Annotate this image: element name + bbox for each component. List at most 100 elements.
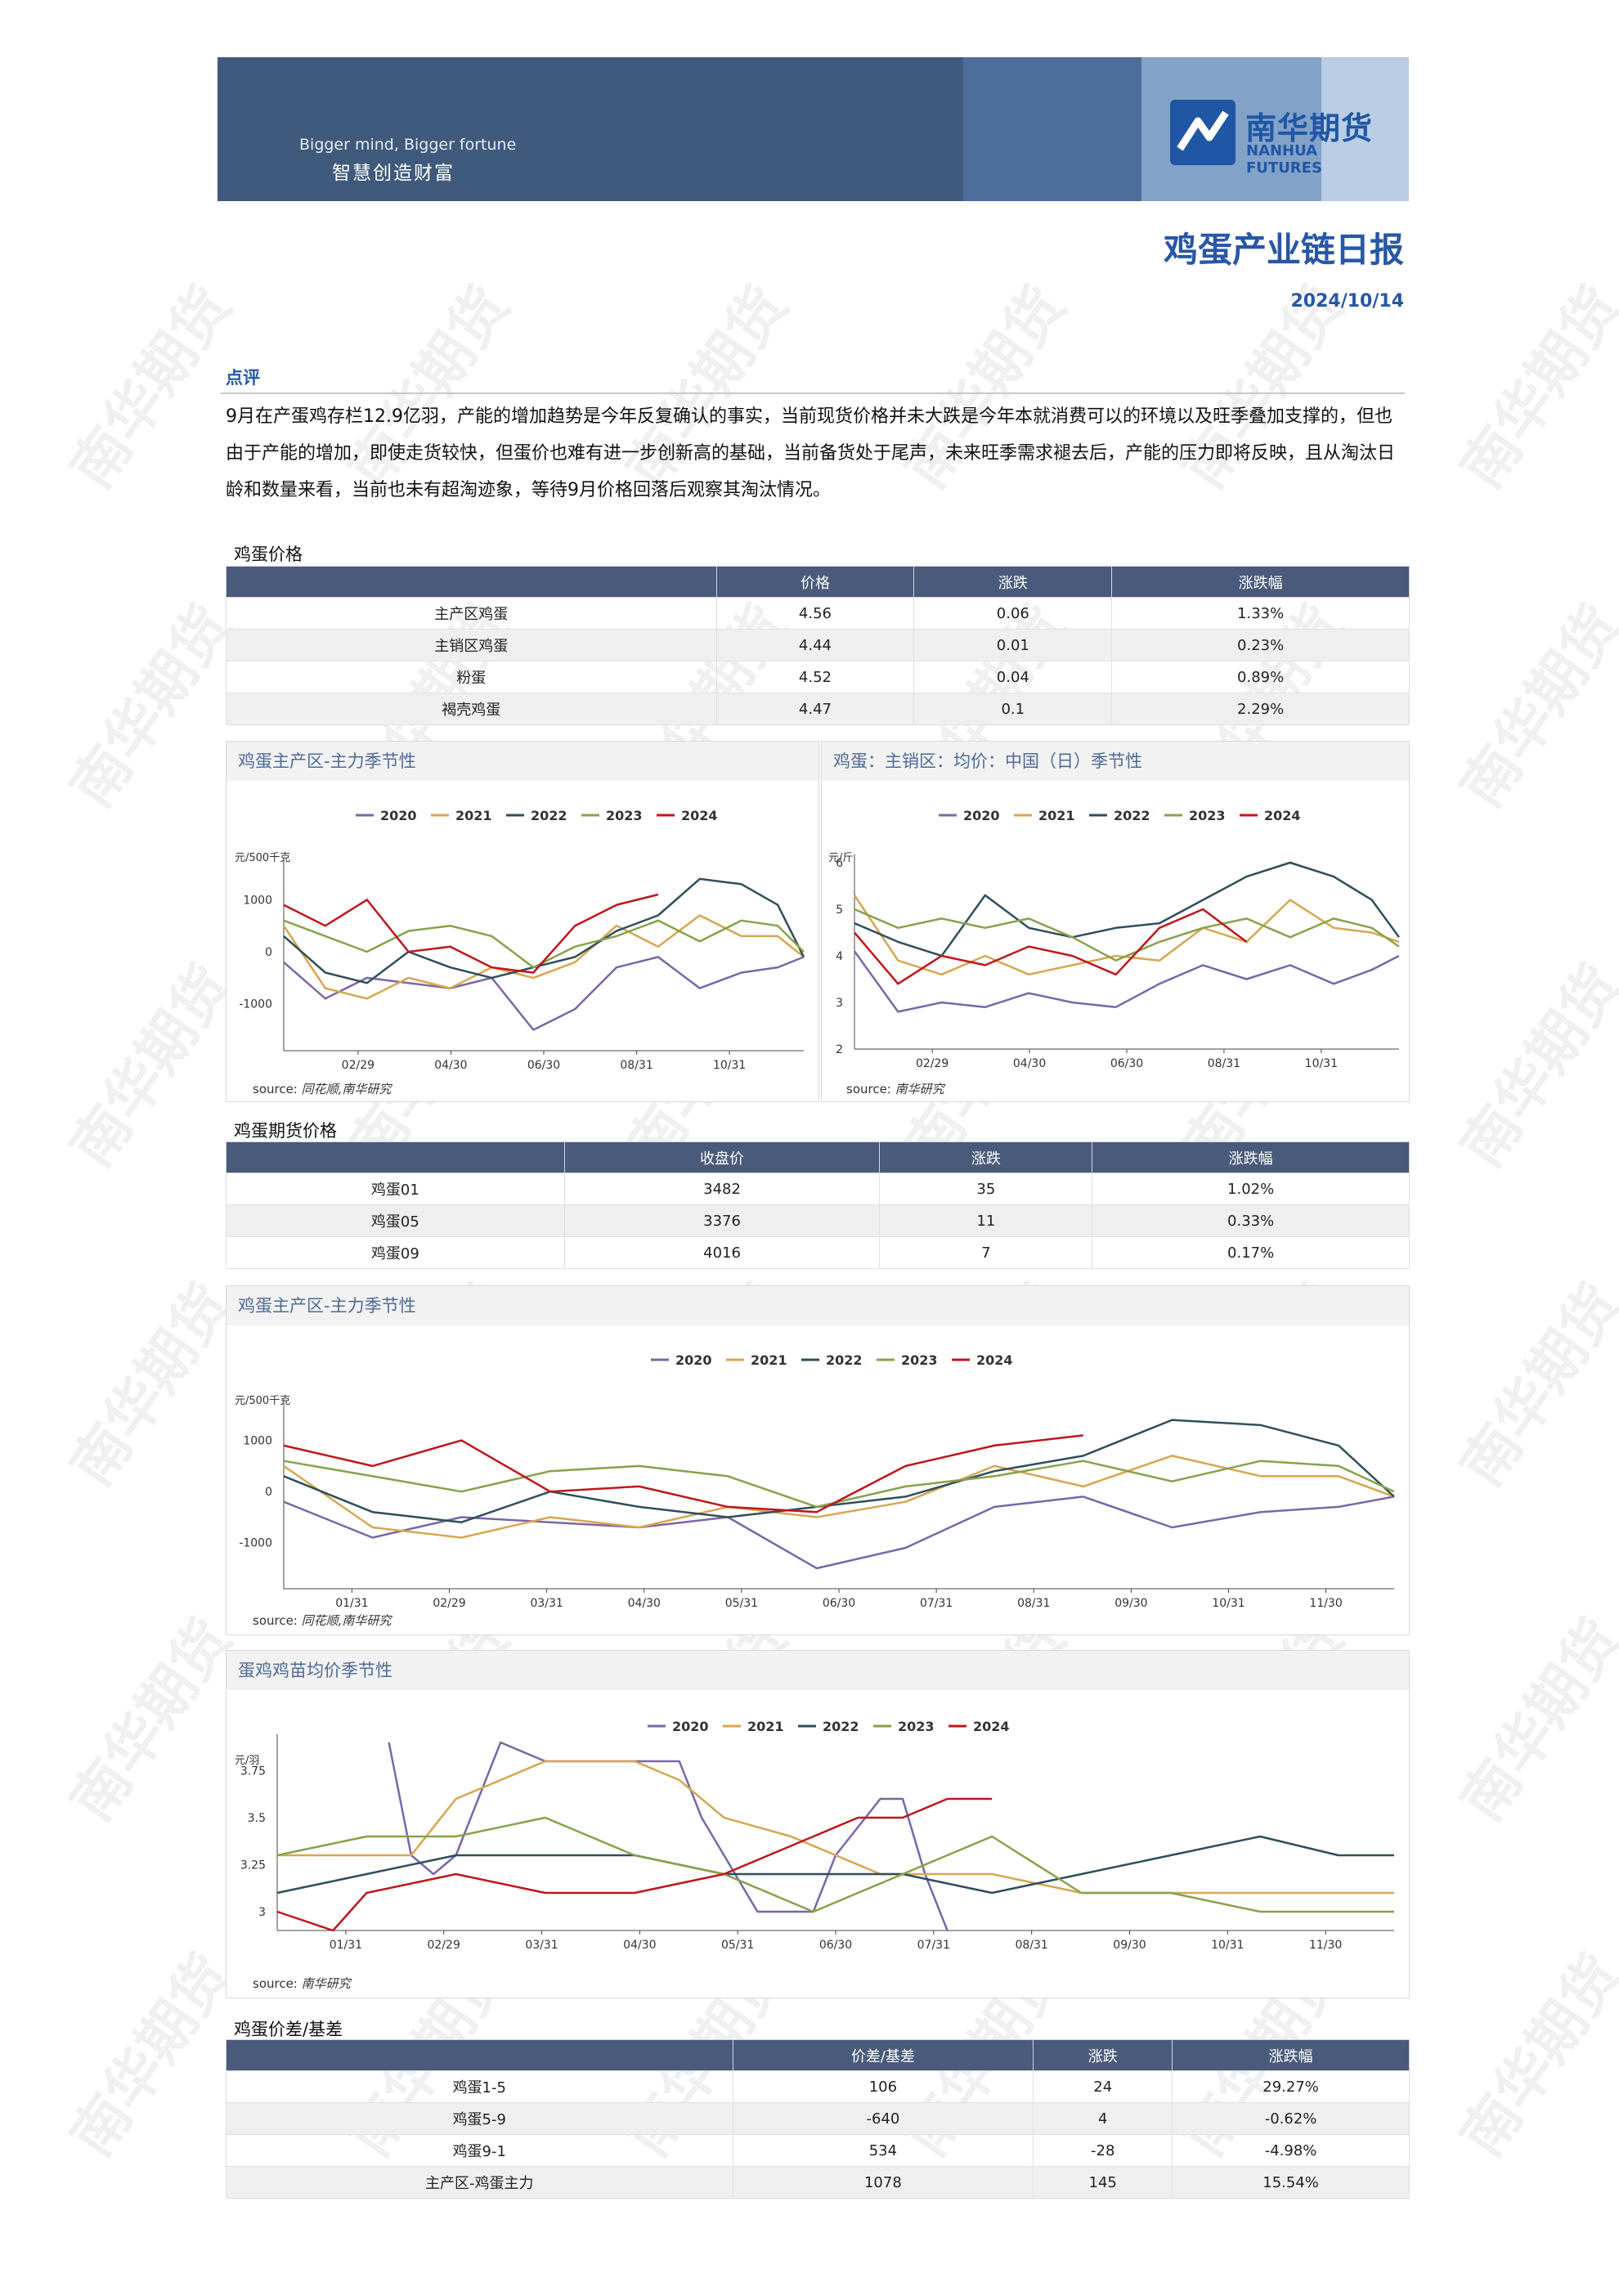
series-line-2021 bbox=[277, 1760, 1394, 1895]
x-tick-label: 10/31 bbox=[1305, 1057, 1338, 1070]
y-tick-label: 2 bbox=[836, 1043, 843, 1056]
legend-item: 2024 bbox=[657, 808, 718, 823]
table-cell: -28 bbox=[1033, 2134, 1173, 2167]
legend-label: 2020 bbox=[675, 1352, 712, 1368]
y-tick-label: 4 bbox=[836, 950, 843, 963]
column-header: 涨跌 bbox=[879, 1141, 1093, 1173]
legend-label: 2022 bbox=[1114, 808, 1150, 823]
table-row: 主产区鸡蛋 4.56 0.06 1.33% bbox=[226, 597, 1410, 630]
table-row: 主销区鸡蛋 4.44 0.01 0.23% bbox=[226, 629, 1410, 661]
series-line-2021 bbox=[282, 914, 805, 1000]
table-row: 鸡蛋9-1 534 -28 -4.98% bbox=[226, 2134, 1410, 2167]
logo-text-chinese: 南华期货 bbox=[1245, 110, 1374, 146]
company-logo: 南华期货 NANHUA FUTURES bbox=[1170, 100, 1391, 177]
x-tick-label: 05/31 bbox=[721, 1939, 754, 1952]
table-cell: 4 bbox=[1033, 2102, 1173, 2135]
commentary-heading: 点评 bbox=[226, 368, 260, 388]
series-line-2022 bbox=[854, 861, 1401, 957]
table-cell: 0.06 bbox=[913, 597, 1113, 630]
header-banner: Bigger mind, Bigger fortune 智慧创造财富 南华期货 … bbox=[218, 57, 1409, 201]
watermark-text: 南华期货 bbox=[57, 593, 244, 819]
legend-label: 2024 bbox=[973, 1719, 1010, 1734]
x-tick-label: 11/30 bbox=[1309, 1597, 1342, 1610]
table-cell: 7 bbox=[879, 1236, 1093, 1269]
table-cell: 4.56 bbox=[715, 597, 915, 630]
table-row: 鸡蛋5-9 -640 4 -0.62% bbox=[226, 2102, 1410, 2135]
table-row: 主产区-鸡蛋主力 1078 145 15.54% bbox=[226, 2166, 1410, 2199]
watermark-text: 南华期货 bbox=[57, 274, 244, 500]
report-title: 鸡蛋产业链日报 bbox=[1163, 230, 1404, 270]
watermark-text: 南华期货 bbox=[57, 1607, 244, 1833]
legend-label: 2022 bbox=[823, 1719, 859, 1734]
watermark-text: 南华期货 bbox=[1447, 953, 1619, 1179]
x-tick-label: 01/31 bbox=[335, 1597, 368, 1610]
legend-item: 2022 bbox=[798, 1719, 859, 1734]
x-tick-label: 04/30 bbox=[628, 1597, 661, 1610]
table-cell: 4016 bbox=[563, 1236, 881, 1269]
commentary-text: 9月在产蛋鸡存栏12.9亿羽，产能的增加趋势是今年反复确认的事实，当前现货价格并… bbox=[226, 406, 1396, 500]
column-header bbox=[226, 566, 717, 598]
y-axis-unit: 元/500千克 bbox=[235, 852, 290, 864]
column-header: 涨跌幅 bbox=[1092, 1141, 1410, 1173]
logo-mark-icon bbox=[1170, 100, 1236, 165]
legend-label: 2021 bbox=[455, 808, 492, 823]
x-tick-label: 09/30 bbox=[1114, 1597, 1147, 1610]
chart-source: source: 南华研究 bbox=[253, 1976, 351, 1991]
y-tick-label: 3.5 bbox=[248, 1812, 266, 1825]
x-tick-label: 06/30 bbox=[527, 1059, 560, 1072]
row-label: 鸡蛋09 bbox=[226, 1236, 565, 1269]
table-row: 鸡蛋1-5 106 24 29.27% bbox=[226, 2070, 1410, 2103]
column-header: 涨跌 bbox=[1033, 2039, 1173, 2071]
legend-item: 2022 bbox=[801, 1352, 863, 1368]
legend-label: 2020 bbox=[963, 808, 1000, 823]
column-header: 价差/基差 bbox=[732, 2039, 1034, 2071]
x-tick-label: 08/31 bbox=[1015, 1939, 1047, 1952]
row-label: 主产区鸡蛋 bbox=[226, 597, 717, 630]
x-tick-label: 01/31 bbox=[330, 1939, 362, 1952]
y-axis-unit: 元/500千克 bbox=[235, 1395, 290, 1407]
table-cell: -4.98% bbox=[1172, 2134, 1410, 2167]
x-tick-label: 06/30 bbox=[1110, 1057, 1143, 1070]
legend-item: 2020 bbox=[651, 1352, 712, 1368]
legend-item: 2023 bbox=[1164, 808, 1226, 823]
legend-label: 2024 bbox=[976, 1352, 1013, 1368]
x-tick-label: 03/31 bbox=[525, 1939, 558, 1952]
x-tick-label: 02/29 bbox=[428, 1939, 460, 1952]
table-header-row: 收盘价 涨跌 涨跌幅 bbox=[226, 1141, 1410, 1173]
row-label: 鸡蛋1-5 bbox=[226, 2070, 733, 2103]
logo-text-english: NANHUA FUTURES bbox=[1246, 142, 1322, 177]
column-header: 涨跌 bbox=[913, 566, 1113, 598]
table-cell: 0.33% bbox=[1092, 1204, 1410, 1237]
table-cell: -0.62% bbox=[1172, 2102, 1410, 2135]
table-cell: 1.33% bbox=[1111, 597, 1410, 630]
legend-item: 2021 bbox=[723, 1719, 784, 1734]
x-tick-label: 07/31 bbox=[917, 1939, 950, 1952]
table-header-row: 价格 涨跌 涨跌幅 bbox=[226, 566, 1410, 598]
legend-label: 2023 bbox=[901, 1352, 938, 1368]
y-tick-label: 6 bbox=[836, 857, 843, 870]
y-tick-label: 3 bbox=[836, 997, 843, 1010]
table-cell: 11 bbox=[879, 1204, 1093, 1237]
column-header bbox=[226, 1141, 565, 1173]
chart-source: source: 同花顺,南华研究 bbox=[253, 1613, 392, 1628]
legend-item: 2020 bbox=[939, 808, 1000, 823]
series-line-2020 bbox=[853, 950, 1400, 1013]
x-tick-label: 09/30 bbox=[1113, 1939, 1146, 1952]
row-label: 鸡蛋01 bbox=[226, 1173, 565, 1205]
commentary-divider bbox=[221, 392, 1405, 394]
legend-item: 2022 bbox=[1089, 808, 1150, 823]
series-line-2021 bbox=[853, 895, 1400, 976]
x-tick-label: 05/31 bbox=[725, 1597, 758, 1610]
series-line-2023 bbox=[283, 919, 805, 969]
legend-item: 2023 bbox=[877, 1352, 938, 1368]
series-line-2024 bbox=[283, 1434, 1083, 1513]
table-cell: 2.29% bbox=[1111, 693, 1410, 725]
legend-label: 2023 bbox=[606, 808, 643, 823]
legend-label: 2021 bbox=[1038, 808, 1075, 823]
slogan-chinese: 智慧创造财富 bbox=[332, 163, 455, 184]
row-label: 主产区-鸡蛋主力 bbox=[226, 2166, 733, 2199]
x-tick-label: 08/31 bbox=[1208, 1057, 1240, 1070]
series-line-2024 bbox=[854, 908, 1248, 985]
legend-label: 2024 bbox=[1264, 808, 1301, 823]
x-tick-label: 02/29 bbox=[342, 1059, 374, 1072]
